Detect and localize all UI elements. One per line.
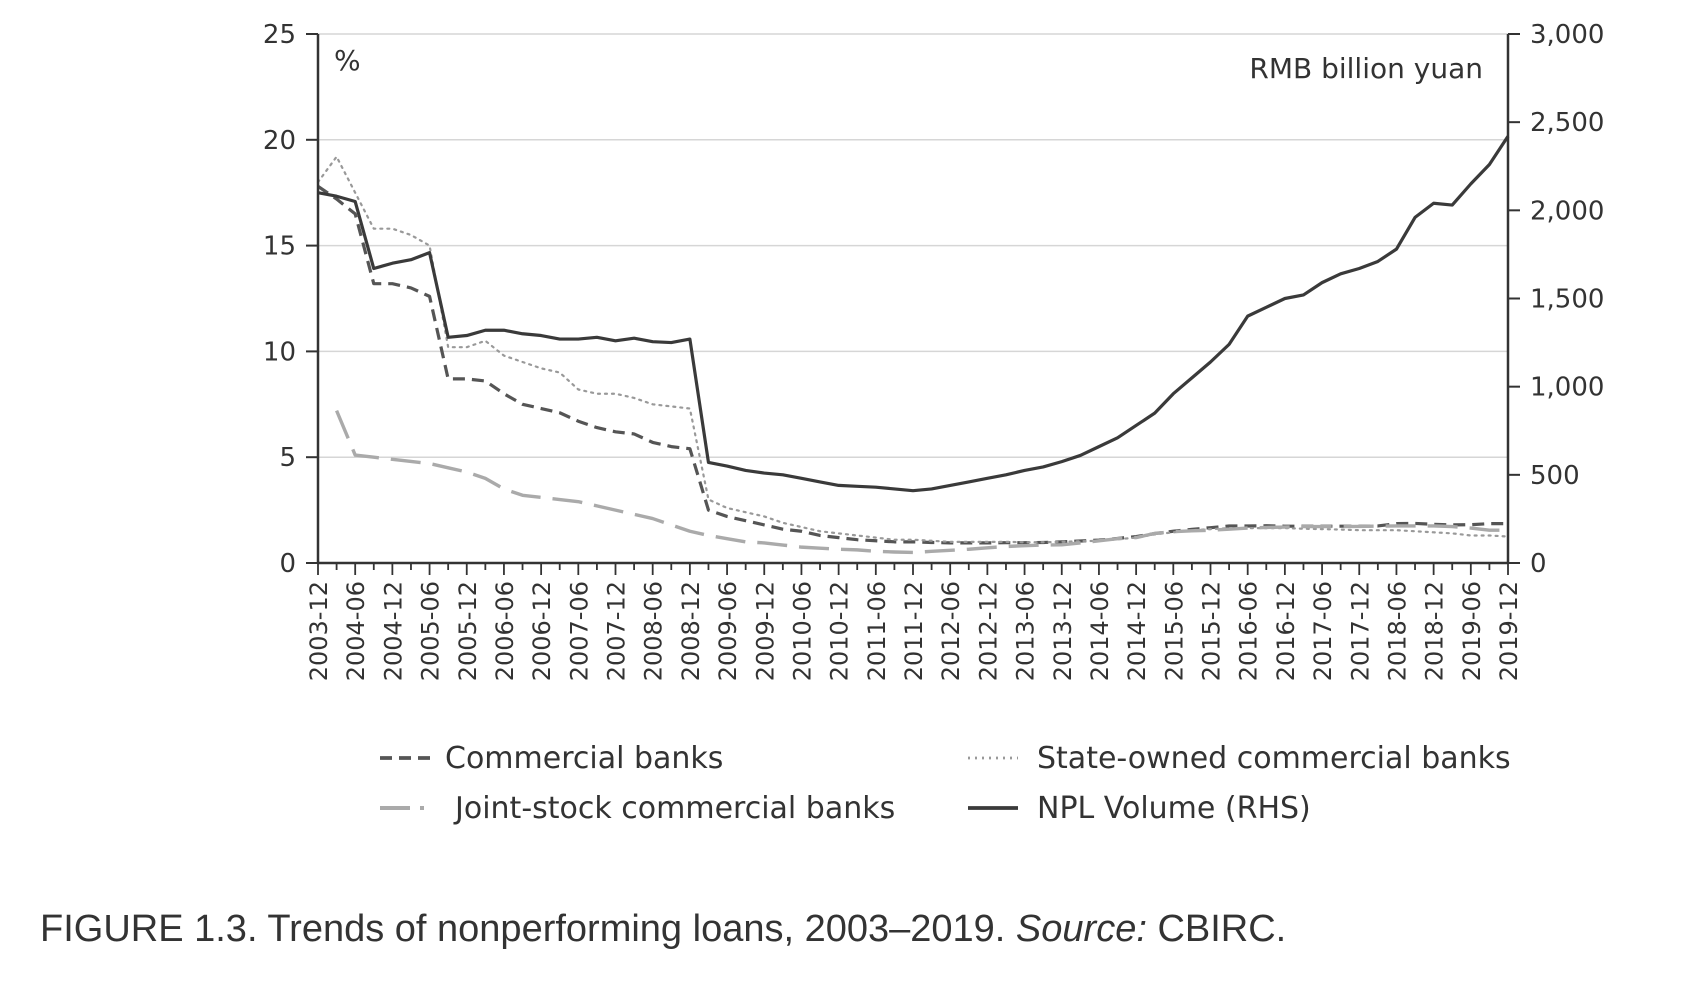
right-y-ticks: 0 500 1,000 1,500 2,000 2,500 3,000 (1508, 20, 1604, 579)
x-tick-label-14: 2010-12 (826, 581, 854, 681)
x-tick-label-20: 2013-12 (1049, 581, 1077, 681)
right-axis-unit-label: RMB billion yuan (1249, 52, 1483, 85)
right-tick-label-2: 1,000 (1530, 373, 1604, 403)
x-tick-label-21: 2014-06 (1086, 581, 1114, 681)
x-tick-label-6: 2006-12 (528, 581, 556, 681)
x-tick-label-19: 2013-06 (1012, 581, 1040, 681)
left-tick-label-4: 20 (263, 126, 296, 156)
left-tick-label-1: 5 (279, 443, 296, 473)
x-tick-label-25: 2016-06 (1235, 581, 1263, 681)
left-tick-label-5: 25 (263, 20, 296, 50)
x-tick-label-10: 2008-12 (677, 581, 705, 681)
x-tick-label-2: 2004-12 (379, 581, 407, 681)
x-tick-label-17: 2012-06 (937, 581, 965, 681)
x-tick-label-28: 2017-12 (1346, 581, 1374, 681)
figure-caption-text: FIGURE 1.3. Trends of nonperforming loan… (40, 908, 1006, 950)
legend: Commercial banks Joint-stock commercial b… (380, 741, 1511, 826)
series-lines (316, 135, 1510, 555)
x-tick-label-4: 2005-12 (454, 581, 482, 681)
x-tick-label-32: 2019-12 (1495, 581, 1523, 681)
x-tick-label-5: 2006-06 (491, 581, 519, 681)
x-tick-label-1: 2004-06 (342, 581, 370, 681)
right-tick-label-5: 2,500 (1530, 108, 1604, 138)
left-tick-label-0: 0 (279, 549, 296, 579)
figure-caption: FIGURE 1.3. Trends of nonperforming loan… (40, 908, 1286, 951)
right-tick-label-4: 2,000 (1530, 196, 1604, 226)
x-tick-label-18: 2012-12 (974, 581, 1002, 681)
legend-label-2: Joint-stock commercial banks (453, 791, 895, 826)
x-tick-label-31: 2019-06 (1458, 581, 1486, 681)
x-ticks: 2003-12 2004-06 2004-12 2005-06 2005-12 2006-… (305, 563, 1523, 681)
legend-label-0: Commercial banks (445, 741, 723, 776)
left-tick-label-2: 10 (263, 337, 296, 367)
figure-source-value: CBIRC. (1157, 908, 1287, 950)
x-tick-label-11: 2009-06 (714, 581, 742, 681)
x-tick-label-7: 2007-06 (565, 581, 593, 681)
series-line-2 (335, 409, 1508, 555)
x-tick-label-22: 2014-12 (1123, 581, 1151, 681)
x-tick-label-26: 2016-12 (1272, 581, 1300, 681)
x-tick-label-13: 2010-06 (788, 581, 816, 681)
x-tick-label-12: 2009-12 (751, 581, 779, 681)
figure-source-label: Source: (1015, 908, 1147, 950)
x-tick-label-29: 2018-06 (1383, 581, 1411, 681)
left-y-ticks: 0 5 10 15 20 25 (263, 20, 318, 579)
x-tick-label-30: 2018-12 (1421, 581, 1449, 681)
x-tick-label-27: 2017-06 (1309, 581, 1337, 681)
x-tick-label-16: 2011-12 (900, 581, 928, 681)
left-tick-label-3: 15 (263, 232, 296, 262)
x-tick-label-0: 2003-12 (305, 581, 333, 681)
x-tick-label-24: 2015-12 (1198, 581, 1226, 681)
x-tick-label-15: 2011-06 (863, 581, 891, 681)
series-line-1 (316, 155, 1510, 544)
right-tick-label-1: 500 (1530, 461, 1580, 491)
x-tick-label-3: 2005-06 (417, 581, 445, 681)
right-tick-label-3: 1,500 (1530, 285, 1604, 315)
legend-label-3: NPL Volume (RHS) (1037, 791, 1311, 826)
left-axis-unit-label: % (334, 44, 361, 77)
x-tick-label-8: 2007-12 (603, 581, 631, 681)
x-tick-label-23: 2015-06 (1160, 581, 1188, 681)
series-line-3 (317, 135, 1510, 493)
npl-line-chart: 0 5 10 15 20 25 0 500 1,000 1,500 2,000 2,500 3,000… (263, 20, 1605, 826)
right-tick-label-0: 0 (1530, 549, 1547, 579)
x-tick-label-9: 2008-06 (640, 581, 668, 681)
legend-label-1: State-owned commercial banks (1037, 741, 1511, 776)
right-tick-label-6: 3,000 (1530, 20, 1604, 50)
